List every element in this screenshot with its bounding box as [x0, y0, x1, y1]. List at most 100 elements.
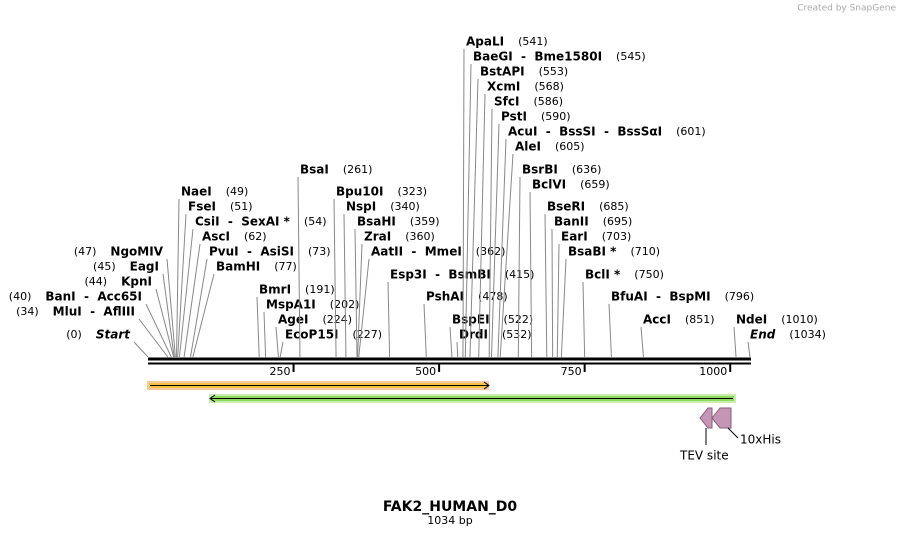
cut-site-line: [544, 213, 548, 358]
enzyme-name: AcuI - BssSI - BssSαI: [508, 125, 662, 139]
feature-orange-head: [483, 381, 490, 390]
enzyme-name: BaeGI - Bme1580I: [473, 50, 602, 64]
enzyme-name: PvuI - AsiSI: [209, 245, 294, 259]
scale-label: 750: [561, 365, 582, 378]
enzyme-name: BsaBI *: [568, 245, 617, 259]
subtitle: 1034 bp: [427, 514, 472, 527]
enzyme-name: AscI: [202, 230, 230, 244]
enzyme-name: BseRI: [547, 200, 585, 214]
cut-site-line: [640, 326, 644, 358]
enzyme-name: ApaLI: [466, 35, 504, 49]
enzyme-name: BanII: [554, 215, 589, 229]
cut-site-line: [162, 273, 175, 358]
cut-site-line: [357, 243, 363, 358]
cut-site-line: [464, 63, 472, 358]
enzyme-position: (44): [85, 275, 108, 288]
cut-site-line: [491, 123, 500, 358]
enzyme-position: (532): [502, 328, 532, 341]
cut-site-line: [499, 153, 514, 358]
enzyme-position: (62): [244, 230, 267, 243]
enzyme-position: (73): [308, 245, 331, 258]
cut-site-line: [469, 78, 479, 358]
enzyme-name: BanI - Acc65I: [45, 290, 142, 304]
enzyme-position: (710): [630, 245, 660, 258]
cut-site-line: [190, 258, 208, 358]
enzyme-name: MluI - AflIII: [53, 305, 135, 319]
feature-label: 10xHis: [740, 433, 781, 447]
enzyme-position: (45): [93, 260, 116, 273]
cut-site-line: [560, 258, 567, 358]
cut-site-line: [478, 93, 486, 358]
cut-site-line: [456, 341, 459, 358]
scale-label: 250: [270, 365, 291, 378]
his-tag-arrow: [711, 407, 732, 429]
enzyme-position: (750): [634, 268, 664, 281]
enzyme-position: (323): [397, 185, 427, 198]
cut-site-line: [423, 303, 427, 358]
enzyme-name: BfuAI - BspMI: [611, 290, 711, 304]
enzyme-position: (0): [66, 328, 82, 341]
enzyme-position: (541): [518, 35, 548, 48]
enzyme-name: BclVI: [532, 178, 566, 192]
enzyme-position: (636): [572, 163, 602, 176]
cut-site-line: [608, 303, 612, 358]
enzyme-position: (685): [599, 200, 629, 213]
cut-site-line: [263, 311, 267, 358]
enzyme-position: (54): [304, 215, 327, 228]
enzyme-position: (227): [353, 328, 383, 341]
enzyme-name: PshAI: [426, 290, 464, 304]
enzyme-position: (605): [555, 140, 585, 153]
enzyme-name: PstI: [501, 110, 527, 124]
enzyme-name: ZraI: [364, 230, 391, 244]
enzyme-name: BamHI: [216, 260, 260, 274]
enzyme-position: (586): [533, 95, 563, 108]
enzyme-position: (77): [274, 260, 297, 273]
enzyme-position: (659): [580, 178, 610, 191]
scale-label: 500: [415, 365, 436, 378]
enzyme-name: MspA1I: [266, 298, 316, 312]
scale-label: 1000: [699, 365, 727, 378]
feature-label: TEV site: [679, 449, 729, 463]
enzyme-position: (796): [725, 290, 755, 303]
enzyme-name: SfcI: [494, 95, 519, 109]
enzyme-name: AleI: [515, 140, 541, 154]
cut-site-line: [155, 288, 175, 358]
cut-site-line: [517, 176, 521, 358]
enzyme-position: (261): [343, 163, 373, 176]
enzyme-position: (568): [534, 80, 564, 93]
enzyme-name: KpnI: [121, 275, 152, 289]
enzyme-name: EarI: [561, 230, 588, 244]
cut-site-line: [297, 176, 301, 358]
enzyme-position: (47): [74, 245, 97, 258]
enzyme-position: (340): [390, 200, 420, 213]
enzyme-position: (224): [322, 313, 352, 326]
cut-site-line: [449, 326, 453, 358]
cut-site-line: [733, 326, 737, 358]
enzyme-position: (40): [9, 290, 32, 303]
cut-site-line: [358, 258, 370, 358]
cut-site-line: [333, 198, 337, 358]
enzyme-name: NaeI: [181, 185, 212, 199]
title: FAK2_HUMAN_D0: [383, 499, 518, 515]
enzyme-position: (415): [505, 268, 535, 281]
enzyme-position: (191): [305, 283, 335, 296]
cut-site-line: [747, 341, 751, 358]
enzyme-position: (360): [405, 230, 435, 243]
enzyme-position: (1034): [789, 328, 826, 341]
enzyme-position: (601): [676, 125, 706, 138]
enzyme-name: AccI: [643, 313, 671, 327]
cut-site-line: [145, 303, 172, 358]
enzyme-position: (851): [685, 313, 715, 326]
watermark: Created by SnapGene: [797, 4, 896, 14]
cut-site-line: [354, 228, 358, 358]
cut-site-line: [138, 318, 169, 358]
enzyme-name: BsaHI: [357, 215, 396, 229]
enzyme-position: (553): [539, 65, 569, 78]
enzyme-name: FseI: [188, 200, 216, 214]
enzyme-name: AgeI: [278, 313, 308, 327]
enzyme-name: EcoP15I: [285, 328, 339, 342]
cut-site-line: [497, 138, 507, 358]
enzyme-name: Esp3I - BsmBI: [390, 268, 491, 282]
cut-site-line: [343, 213, 347, 358]
enzyme-position: (202): [330, 298, 360, 311]
